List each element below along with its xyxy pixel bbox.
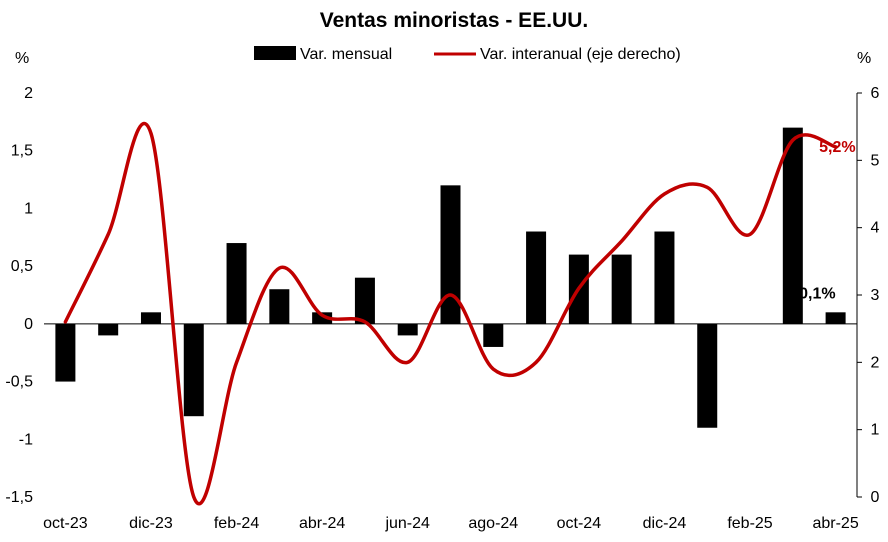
x-tick-label: abr-24	[299, 515, 345, 532]
line-series-interanual	[63, 121, 838, 506]
annotations: 0,1% 5,2%	[799, 139, 855, 302]
x-tick-label: jun-24	[384, 515, 430, 532]
y-left-tick-label: 1,5	[11, 143, 33, 160]
bar-dic-23	[140, 312, 161, 324]
legend-label-bar: Var. mensual	[300, 46, 392, 63]
x-tick-label: dic-24	[643, 515, 687, 532]
bar-ago-24	[483, 323, 504, 347]
y-left-tick-label: 0	[24, 316, 33, 333]
y-right-tick-label: 0	[871, 489, 880, 506]
y-left-tick-label: 0,5	[11, 258, 33, 275]
x-tick-label: ago-24	[468, 515, 518, 532]
x-tick-label: dic-23	[129, 515, 173, 532]
y-left-axis: 2 1,5 1 0,5 0 -0,5 -1 -1,5	[5, 85, 33, 506]
bar-series	[55, 127, 846, 428]
y-left-tick-label: -1,5	[5, 489, 33, 506]
x-tick-label: feb-24	[214, 515, 259, 532]
bar-abr-25	[825, 312, 846, 324]
legend: Var. mensual Var. interanual (eje derech…	[254, 46, 681, 63]
y-left-unit: %	[15, 50, 29, 67]
y-right-tick-label: 6	[871, 85, 880, 102]
bar-nov-23	[98, 323, 119, 336]
y-right-tick-label: 4	[871, 220, 880, 237]
bar-oct-23	[55, 323, 76, 382]
x-tick-label: oct-24	[557, 515, 602, 532]
y-left-tick-label: -1	[19, 431, 33, 448]
bar-sep-24	[526, 231, 547, 324]
data-label-line: 5,2%	[819, 139, 855, 156]
bar-mar-25	[782, 127, 803, 324]
y-right-tick-label: 2	[871, 354, 880, 371]
data-label-bar: 0,1%	[799, 285, 835, 302]
x-tick-label: feb-25	[727, 515, 772, 532]
bar-feb-24	[226, 243, 247, 324]
x-tick-label: oct-23	[43, 515, 88, 532]
bar-may-24	[354, 277, 375, 324]
bar-jul-24	[440, 185, 461, 324]
legend-swatch-bar	[254, 46, 296, 60]
legend-label-line: Var. interanual (eje derecho)	[480, 46, 681, 63]
bar-jun-24	[397, 323, 418, 336]
x-axis: oct-23 dic-23 feb-24 abr-24 jun-24 ago-24 oct-…	[43, 515, 859, 532]
y-left-tick-label: -0,5	[5, 374, 33, 391]
bar-nov-24	[611, 254, 632, 324]
y-right-unit: %	[857, 50, 871, 67]
y-right-axis: 6 5 4 3 2 1 0	[857, 85, 880, 506]
y-right-tick-label: 1	[871, 422, 880, 439]
y-left-tick-label: 1	[24, 200, 33, 217]
bar-ene-24	[183, 323, 204, 417]
bar-mar-24	[269, 289, 290, 324]
y-right-tick-label: 3	[871, 287, 880, 304]
y-right-tick-label: 5	[871, 152, 880, 169]
bar-dic-24	[654, 231, 675, 324]
bar-abr-24	[312, 312, 333, 324]
x-tick-label: abr-25	[812, 515, 858, 532]
chart-title: Ventas minoristas - EE.UU.	[320, 9, 588, 32]
y-left-tick-label: 2	[24, 85, 33, 102]
bar-ene-25	[697, 323, 718, 428]
